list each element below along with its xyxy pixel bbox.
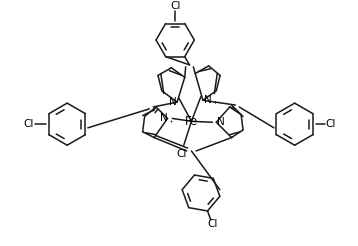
Text: Cl: Cl [24, 119, 34, 129]
Text: Cl: Cl [207, 219, 218, 230]
Text: Cl: Cl [170, 1, 180, 11]
Text: Cl: Cl [177, 149, 187, 159]
Text: Cl: Cl [326, 119, 336, 129]
Text: N: N [204, 95, 212, 105]
Text: N: N [160, 113, 168, 123]
Text: ⁺: ⁺ [212, 100, 217, 108]
Text: Fe: Fe [185, 115, 198, 128]
Text: N: N [217, 117, 225, 127]
Text: N: N [169, 97, 177, 107]
Text: ⁺: ⁺ [168, 119, 173, 128]
